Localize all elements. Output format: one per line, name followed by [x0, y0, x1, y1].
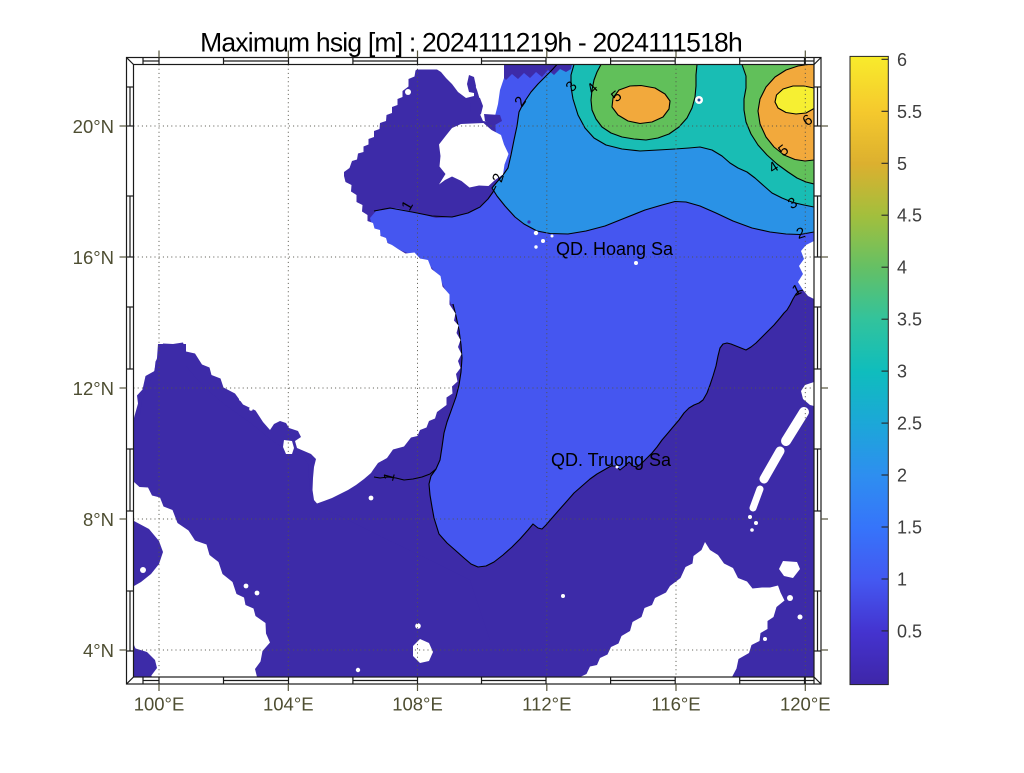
svg-text:12°N: 12°N: [73, 378, 114, 399]
svg-text:1.5: 1.5: [897, 518, 922, 538]
svg-text:2.5: 2.5: [897, 414, 922, 434]
svg-text:4°N: 4°N: [83, 640, 114, 661]
svg-text:5: 5: [897, 154, 907, 174]
svg-text:116°E: 116°E: [651, 694, 700, 715]
svg-text:6: 6: [897, 50, 907, 70]
svg-text:108°E: 108°E: [392, 694, 443, 715]
svg-text:3.5: 3.5: [897, 310, 922, 330]
svg-text:16°N: 16°N: [73, 247, 114, 268]
svg-text:112°E: 112°E: [522, 694, 571, 715]
svg-text:4.5: 4.5: [897, 206, 922, 226]
svg-text:120°E: 120°E: [780, 694, 831, 715]
svg-text:4: 4: [897, 258, 907, 278]
svg-text:20°N: 20°N: [73, 116, 114, 137]
svg-text:QD. Truong Sa: QD. Truong Sa: [551, 450, 672, 470]
svg-text:2: 2: [897, 466, 907, 486]
svg-text:3: 3: [897, 362, 907, 382]
svg-text:0.5: 0.5: [897, 621, 922, 641]
svg-text:104°E: 104°E: [263, 694, 314, 715]
svg-text:8°N: 8°N: [83, 509, 114, 530]
svg-text:100°E: 100°E: [134, 694, 185, 715]
svg-text:QD. Hoang Sa: QD. Hoang Sa: [556, 239, 674, 259]
svg-text:Maximum hsig [m] : 2024111219h: Maximum hsig [m] : 2024111219h - 2024111…: [200, 28, 742, 58]
svg-text:5.5: 5.5: [897, 102, 922, 122]
svg-text:1: 1: [897, 570, 907, 590]
